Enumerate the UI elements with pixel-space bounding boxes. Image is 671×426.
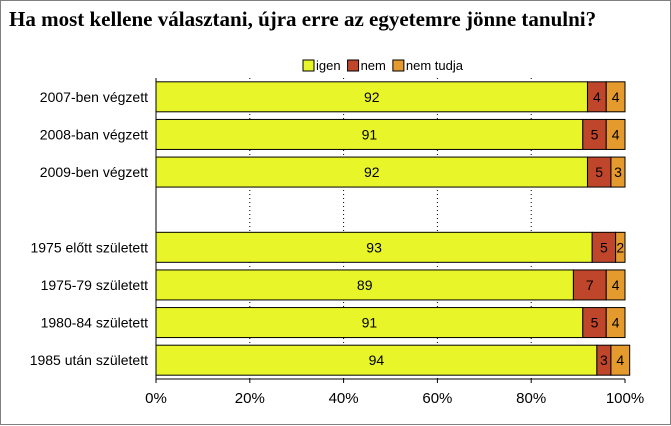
bar-segment <box>605 81 626 113</box>
legend-label: nem <box>361 58 386 73</box>
category-label: 1980-84 született <box>41 315 149 331</box>
data-label: 3 <box>600 352 608 368</box>
bar-segment <box>155 156 588 188</box>
data-label: 92 <box>364 89 380 105</box>
legend-swatch <box>392 59 405 72</box>
data-label: 92 <box>364 164 380 180</box>
data-label: 5 <box>591 126 599 142</box>
data-label: 7 <box>586 277 594 293</box>
category-label: 1975 előtt született <box>30 239 148 255</box>
data-label: 91 <box>362 126 378 142</box>
bar-segment <box>605 269 626 301</box>
data-label: 4 <box>612 126 620 142</box>
data-label: 2 <box>616 239 624 255</box>
category-label: 1985 után született <box>30 352 148 368</box>
data-label: 4 <box>612 89 620 105</box>
data-label: 5 <box>591 315 599 331</box>
x-tick-label: 20% <box>235 390 265 407</box>
legend-swatch <box>347 59 360 72</box>
x-tick-label: 60% <box>422 390 452 407</box>
bar-segment <box>155 307 584 339</box>
bar-segment <box>155 81 588 113</box>
data-label: 4 <box>612 277 620 293</box>
legend-swatch <box>302 59 315 72</box>
bar-segment <box>615 231 626 263</box>
data-label: 4 <box>593 89 601 105</box>
category-label: 2007-ben végzett <box>40 89 148 105</box>
x-tick-label: 80% <box>516 390 546 407</box>
x-tick-label: 40% <box>329 390 359 407</box>
data-label: 4 <box>612 315 620 331</box>
category-label: 2009-ben végzett <box>40 164 148 180</box>
bar-segment <box>605 307 626 339</box>
bar-segment <box>605 118 626 150</box>
x-tick-label: 0% <box>145 390 167 407</box>
category-label: 2008-ban végzett <box>40 126 148 142</box>
bar-segment <box>155 231 593 263</box>
bar-segment <box>572 269 607 301</box>
legend-label: nem tudja <box>406 58 464 73</box>
data-label: 4 <box>616 352 624 368</box>
chart-title: Ha most kellene választani, újra erre az… <box>9 7 597 31</box>
data-label: 93 <box>366 239 382 255</box>
data-label: 3 <box>614 164 622 180</box>
legend-label: igen <box>316 58 341 73</box>
bar-segment <box>610 156 626 188</box>
data-label: 5 <box>600 239 608 255</box>
data-label: 94 <box>369 352 385 368</box>
bar-segment <box>155 118 584 150</box>
data-label: 91 <box>362 315 378 331</box>
bar-segment <box>610 344 631 376</box>
data-label: 5 <box>595 164 603 180</box>
bar-segment <box>155 344 598 376</box>
category-label: 1975-79 született <box>41 277 149 293</box>
x-tick-label: 100% <box>606 390 644 407</box>
data-label: 89 <box>357 277 373 293</box>
